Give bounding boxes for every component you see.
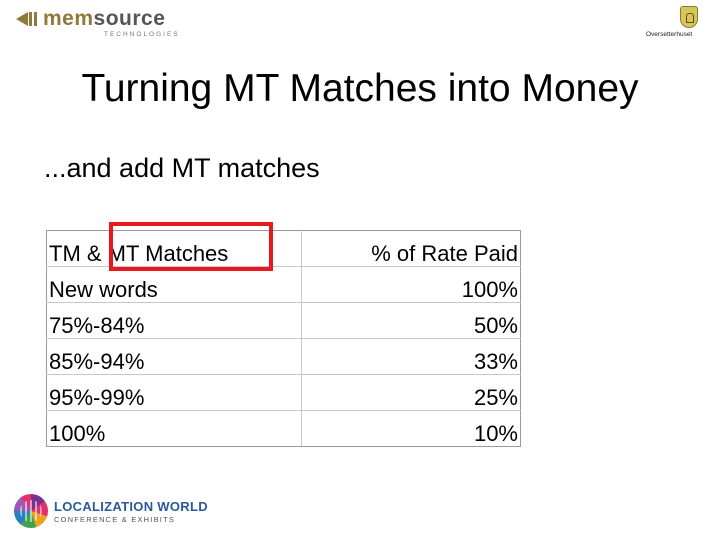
localization-world-tagline: CONFERENCE & EXHIBITS <box>54 515 176 524</box>
localization-world-logo: LOCALIZATION WORLD CONFERENCE & EXHIBITS <box>14 494 208 532</box>
rate-percent: 25% <box>301 374 521 411</box>
match-category: New words <box>46 266 302 303</box>
memsource-tagline: TECHNOLOGIES <box>104 31 180 38</box>
match-category: 100% <box>46 410 302 447</box>
rate-percent: 10% <box>301 410 521 447</box>
table-row: New words 100% <box>46 266 521 303</box>
memsource-bars-icon <box>29 12 39 26</box>
header-matches: TM & MT Matches <box>46 230 302 267</box>
rate-percent: 100% <box>301 266 521 303</box>
rate-percent: 33% <box>301 338 521 375</box>
mt-highlight-box <box>109 222 273 271</box>
table-row: 85%-94% 33% <box>46 338 521 375</box>
localization-world-name: LOCALIZATION WORLD <box>54 499 208 514</box>
header-rate-paid: % of Rate Paid <box>301 230 521 267</box>
table-row: 100% 10% <box>46 410 521 447</box>
oversetterhuset-logo: Oversetterhuset <box>646 6 718 40</box>
table-row: 75%-84% 50% <box>46 302 521 339</box>
rate-table: TM & MT Matches % of Rate Paid New words… <box>46 230 521 447</box>
memsource-logo: memsource TECHNOLOGIES <box>16 8 178 38</box>
memsource-wordmark: memsource <box>43 7 166 30</box>
slide-title: Turning MT Matches into Money <box>81 67 639 110</box>
oversetterhuset-text: Oversetterhuset <box>646 31 693 38</box>
match-category: 75%-84% <box>46 302 302 339</box>
match-category: 95%-99% <box>46 374 302 411</box>
globe-icon <box>14 494 48 528</box>
table-row: 95%-99% 25% <box>46 374 521 411</box>
memsource-arrow-icon <box>16 12 28 26</box>
rate-percent: 50% <box>301 302 521 339</box>
match-category: 85%-94% <box>46 338 302 375</box>
shield-icon <box>680 6 698 28</box>
table-header-row: TM & MT Matches % of Rate Paid <box>46 230 521 267</box>
slide-subtitle: ...and add MT matches <box>44 153 320 183</box>
